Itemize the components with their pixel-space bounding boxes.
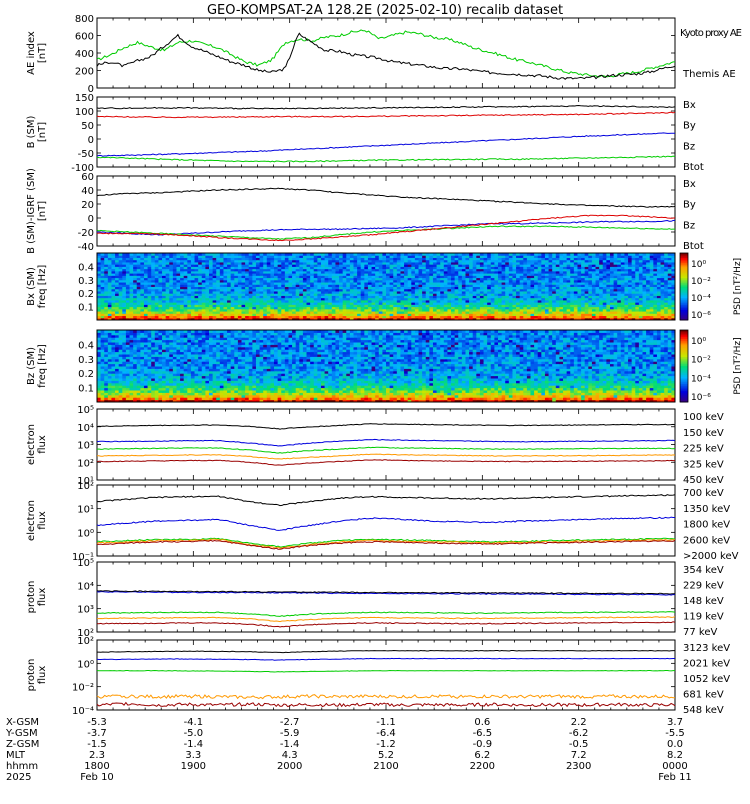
y-tick-label: 600 [75,32,94,43]
y-axis-label: [nT] [37,122,48,142]
y-tick-label: 0.2 [78,289,94,300]
panel-bxspec: Bx (SM)freq [Hz]0.40.30.20.110⁰10⁻²10⁻⁴1… [26,253,743,321]
legend-entry: Bz [683,220,695,231]
legend-entry: Bx [683,100,696,111]
legend-entry: Btot [683,162,704,173]
series-line-bz [97,112,675,118]
y-tick-label: 40 [81,186,94,197]
y-tick-label: 200 [75,67,94,78]
legend-entry: Kyoto proxy AE [680,28,742,39]
legend-entry: Btot [683,241,704,252]
y-tick-label: 0.3 [78,276,94,287]
series-line-by [97,156,675,162]
y-tick-label: 800 [75,14,94,25]
legend-entry: Bx [683,179,696,190]
y-tick-label: 0 [88,214,94,225]
y-tick-label: 50 [81,121,94,132]
legend-entry: By [683,200,696,211]
series-line-themis-ae [97,33,675,79]
y-axis-label: B (SM) [26,115,37,148]
y-tick-label: 400 [75,49,94,60]
y-tick-label: 20 [81,200,94,211]
y-axis-label: [nT] [37,43,48,63]
y-axis-label: [nT] [37,201,48,221]
series-line-btot [97,188,675,207]
y-tick-label: -20 [78,228,94,239]
y-tick-label: 0.4 [78,262,94,273]
y-axis-label: Bx (SM) [26,267,37,306]
y-tick-label: 100 [75,107,94,118]
y-axis-label: freq [Hz] [37,265,48,309]
legend-entry: By [683,121,696,132]
series-line-kyoto-proxy-ae [97,30,675,77]
legend-entry: Bz [683,141,695,152]
legend-entry: Themis AE [682,69,736,80]
series-line-bx [97,133,675,156]
y-tick-label: -50 [78,149,94,160]
series-line-bx [97,220,675,235]
spectrogram-cells-bxspec [97,253,676,321]
series-line-btot [97,106,675,110]
y-tick-label: 150 [75,93,94,104]
y-tick-label: -40 [78,242,94,253]
panel-bsmigrf: B (SM)-IGRF (SM)[nT] 60 40 20 0 -20 -40 Bx By Bz B… [26,168,704,254]
figure-title: GEO-KOMPSAT-2A 128.2E (2025-02-10) recal… [207,3,563,18]
y-tick-label: 60 [81,172,94,183]
y-tick-label: 0.1 [78,303,94,314]
y-axis-label: B (SM)-IGRF (SM) [26,168,37,254]
y-axis-label: AE index [26,31,37,75]
y-tick-label: 0 [88,135,94,146]
